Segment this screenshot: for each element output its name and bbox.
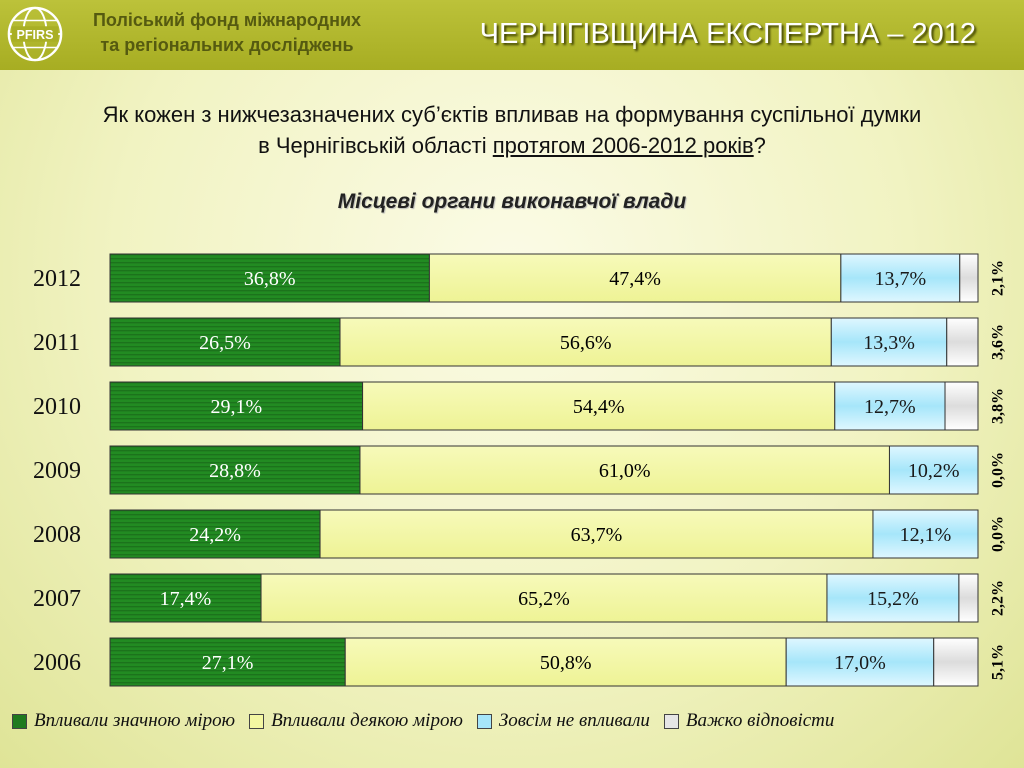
legend-swatch-3: [476, 713, 492, 729]
question-heading: Як кожен з нижчезазначених суб’єктів впл…: [0, 99, 1024, 161]
bar-segment-2006-3: [785, 637, 935, 687]
data-label-2006-1: 27,1%: [202, 652, 254, 674]
legend-label-4: Важко відповісти: [685, 710, 835, 731]
bar-segment-2008-2: [319, 509, 874, 559]
data-label-2009-1: 28,8%: [209, 460, 261, 482]
bar-segment-2011-2: [339, 317, 832, 367]
data-label-2011-2: 56,6%: [560, 332, 612, 354]
legend-label-2: Впливали деякою мірою: [271, 710, 463, 731]
year-label-2009: 2009: [33, 458, 81, 484]
org-line-1: Поліський фонд міжнародних: [92, 10, 362, 30]
bar-segment-2009-2: [359, 445, 890, 495]
org-line-2: та регіональних досліджень: [100, 35, 354, 55]
bar-segment-2011-4: [946, 317, 979, 367]
bar-segment-2008-3: [872, 509, 979, 559]
bar-segment-2011-1: [109, 317, 341, 367]
legend-swatch-1: [12, 713, 27, 729]
bar-segment-2007-4: [958, 573, 979, 623]
chart-subtitle: Місцеві органи виконавчої влади: [337, 190, 687, 213]
bar-segment-2006-4: [933, 637, 979, 687]
data-label-2011-1: 26,5%: [199, 332, 251, 354]
question-prefix: в Чернігівській області: [258, 133, 493, 158]
data-label-2006-2: 50,8%: [540, 652, 592, 674]
brand-title: ЧЕРНІГІВЩИНА ЕКСПЕРТНА – 2012: [479, 18, 976, 50]
legend-item-3: Зовсім не впливали: [476, 710, 650, 732]
logo-text: PFIRS: [17, 28, 54, 42]
data-label-2009-3: 10,2%: [908, 460, 960, 482]
year-label-2010: 2010: [33, 394, 81, 420]
data-label-2007-2: 65,2%: [518, 588, 570, 610]
bar-segment-2011-3: [830, 317, 948, 367]
bar-segment-2009-1: [109, 445, 361, 495]
data-label-2006-4: 5,1%: [990, 644, 1007, 680]
data-label-2008-2: 63,7%: [571, 524, 623, 546]
legend-item-1: Впливали значною мірою: [12, 710, 235, 732]
data-label-2011-4: 3,6%: [990, 324, 1007, 360]
data-label-2012-1: 36,8%: [244, 268, 296, 290]
bar-segment-2006-1: [109, 637, 346, 687]
legend: Впливали значною мірою Впливали деякою мі…: [12, 709, 848, 733]
legend-label-1: Впливали значною мірою: [34, 710, 236, 731]
header-bar: PFIRS Поліський фонд міжнародних та регі…: [0, 0, 1024, 70]
legend-swatch-2: [249, 713, 265, 729]
bar-segment-2006-2: [344, 637, 787, 687]
question-line-2: в Чернігівській області протягом 2006-20…: [0, 130, 1024, 161]
year-label-2011: 2011: [33, 330, 80, 356]
data-label-2008-1: 24,2%: [189, 524, 241, 546]
year-label-2007: 2007: [33, 586, 81, 612]
bar-segment-2007-1: [109, 573, 262, 623]
legend-item-2: Впливали деякою мірою: [249, 710, 463, 732]
bar-segment-2007-2: [260, 573, 828, 623]
bar-segment-2012-4: [959, 253, 979, 303]
bar-segment-2010-3: [834, 381, 946, 431]
data-label-2012-4: 2,1%: [990, 260, 1007, 296]
bar-segment-2009-3: [888, 445, 979, 495]
data-label-2010-3: 12,7%: [864, 396, 916, 418]
data-label-2010-1: 29,1%: [210, 396, 262, 418]
bar-segment-2008-1: [109, 509, 321, 559]
data-label-2012-3: 13,7%: [874, 268, 926, 290]
data-label-2009-2: 61,0%: [599, 460, 651, 482]
stacked-bar-chart: 2012 36,8% 47,4% 13,7% 2,1% 2011 26,5% 56,6% 13,…: [33, 253, 1007, 687]
bar-segment-2012-1: [109, 253, 430, 303]
year-label-2012: 2012: [33, 266, 81, 292]
data-label-2007-1: 17,4%: [160, 588, 212, 610]
legend-label-3: Зовсім не впливали: [498, 710, 650, 731]
year-label-2006: 2006: [33, 650, 81, 676]
data-label-2007-4: 2,2%: [990, 580, 1007, 616]
data-label-2006-3: 17,0%: [834, 652, 886, 674]
data-label-2010-4: 3,8%: [990, 388, 1007, 424]
data-label-2008-4: 0,0%: [990, 516, 1007, 552]
data-label-2011-3: 13,3%: [863, 332, 915, 354]
data-label-2009-4: 0,0%: [990, 452, 1007, 488]
bar-segment-2010-1: [109, 381, 364, 431]
bar-segment-2010-4: [944, 381, 979, 431]
question-period: протягом 2006-2012 років: [492, 133, 754, 158]
organization-name: Поліський фонд міжнародних та регіональн…: [72, 8, 382, 58]
data-label-2008-3: 12,1%: [900, 524, 952, 546]
data-label-2012-2: 47,4%: [609, 268, 661, 290]
bar-segment-2007-3: [826, 573, 960, 623]
question-line-1: Як кожен з нижчезазначених суб’єктів впл…: [102, 102, 922, 127]
bar-segment-2012-3: [840, 253, 961, 303]
year-label-2008: 2008: [33, 522, 81, 548]
legend-swatch-4: [663, 713, 679, 729]
question-suffix: ?: [753, 133, 766, 158]
globe-logo-icon: PFIRS: [7, 6, 63, 62]
data-label-2010-2: 54,4%: [573, 396, 625, 418]
legend-item-4: Важко відповісти: [663, 710, 835, 732]
bar-segment-2012-2: [428, 253, 842, 303]
bar-segment-2010-2: [362, 381, 836, 431]
data-label-2007-3: 15,2%: [867, 588, 919, 610]
